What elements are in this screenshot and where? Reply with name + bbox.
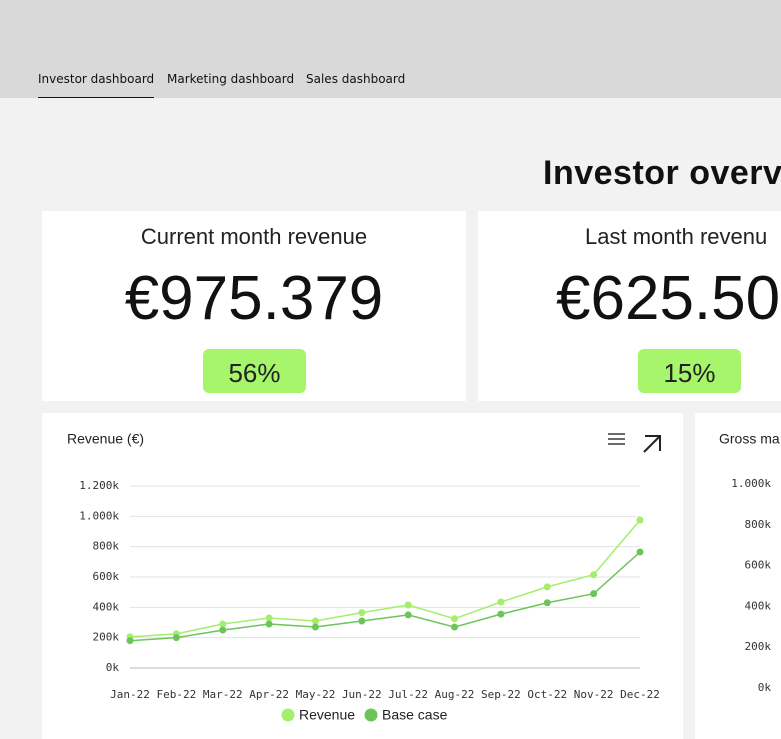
- point: [451, 623, 459, 631]
- line: [129, 519, 641, 638]
- point: [126, 637, 134, 645]
- y-tick-label: 1.000k: [731, 477, 771, 490]
- chart: Revenue (€) 0k 200k 400k 600k 800k 1.000k 1.20…: [42, 413, 683, 739]
- chart-title: Gross ma: [719, 431, 780, 447]
- y-tick-label: 800k: [745, 518, 772, 531]
- point: [358, 609, 366, 617]
- y-tick-label: 600k: [745, 559, 772, 572]
- header: Investor dashboard Marketing dashboard S…: [0, 0, 781, 98]
- point: [265, 620, 273, 628]
- chart-card: [42, 413, 683, 739]
- point: [590, 590, 598, 598]
- point: [451, 615, 459, 623]
- point: [636, 516, 644, 524]
- kpi-card: Current month revenue €975.379 56%: [42, 211, 466, 401]
- x-tick-label: Oct-22: [527, 688, 567, 701]
- y-tick-label: 800k: [93, 540, 120, 553]
- x-tick-label: Mar-22: [203, 688, 243, 701]
- point: [404, 601, 412, 609]
- tab[interactable]: Investor dashboard: [38, 72, 155, 98]
- legend-label: Revenue: [299, 707, 355, 723]
- expand-icon[interactable]: [643, 435, 661, 453]
- line: [129, 551, 641, 642]
- chart: Gross ma 0k 200k 400k 600k 800k 1.000k: [695, 413, 781, 739]
- y-tick-label: 400k: [93, 600, 120, 613]
- page-title: Investor overv: [543, 154, 781, 192]
- y-tick-label: 200k: [93, 631, 120, 644]
- kpi-value: €975.379: [124, 264, 384, 333]
- point: [172, 634, 180, 642]
- point: [543, 583, 551, 591]
- point: [265, 614, 273, 622]
- y-tick-label: 0k: [106, 661, 120, 674]
- point: [311, 617, 319, 625]
- legend-label: Base case: [382, 707, 448, 723]
- x-tick-label: Nov-22: [574, 688, 614, 701]
- point: [543, 599, 551, 607]
- kpi-value: €625.50: [556, 264, 781, 333]
- y-tick-label: 1.000k: [79, 509, 119, 522]
- y-tick-label: 1.200k: [79, 479, 119, 492]
- x-tick-label: Feb-22: [156, 688, 196, 701]
- point: [311, 623, 319, 631]
- x-tick-label: Aug-22: [435, 688, 475, 701]
- point: [219, 626, 227, 634]
- menu-icon[interactable]: [608, 433, 625, 445]
- y-tick-label: 200k: [745, 640, 772, 653]
- point: [219, 620, 227, 628]
- x-tick-label: Jul-22: [388, 688, 428, 701]
- tab[interactable]: Sales dashboard: [306, 72, 406, 86]
- y-tick-label: 600k: [93, 570, 120, 583]
- legend-marker: [281, 708, 295, 722]
- x-tick-label: Sep-22: [481, 688, 521, 701]
- tab[interactable]: Marketing dashboard: [167, 72, 295, 86]
- kpi-title: Current month revenue: [140, 224, 368, 249]
- point: [636, 548, 644, 556]
- point: [404, 611, 412, 619]
- y-tick-label: 0k: [758, 681, 772, 694]
- x-tick-label: Jun-22: [342, 688, 382, 701]
- x-tick-label: Apr-22: [249, 688, 289, 701]
- y-tick-label: 400k: [745, 599, 772, 612]
- kpi-title: Last month revenu: [585, 224, 768, 249]
- point: [590, 571, 598, 579]
- chart-title: Revenue (€): [67, 431, 144, 447]
- point: [497, 598, 505, 606]
- x-tick-label: Jan-22: [110, 688, 150, 701]
- legend-marker: [364, 708, 378, 722]
- kpi-change: 56%: [203, 349, 306, 393]
- x-tick-label: May-22: [296, 688, 336, 701]
- point: [358, 617, 366, 625]
- point: [497, 610, 505, 618]
- kpi-change: 15%: [638, 349, 741, 393]
- x-tick-label: Dec-22: [620, 688, 660, 701]
- chart-card: [695, 413, 781, 739]
- kpi-card: Last month revenu €625.50 15%: [478, 211, 781, 401]
